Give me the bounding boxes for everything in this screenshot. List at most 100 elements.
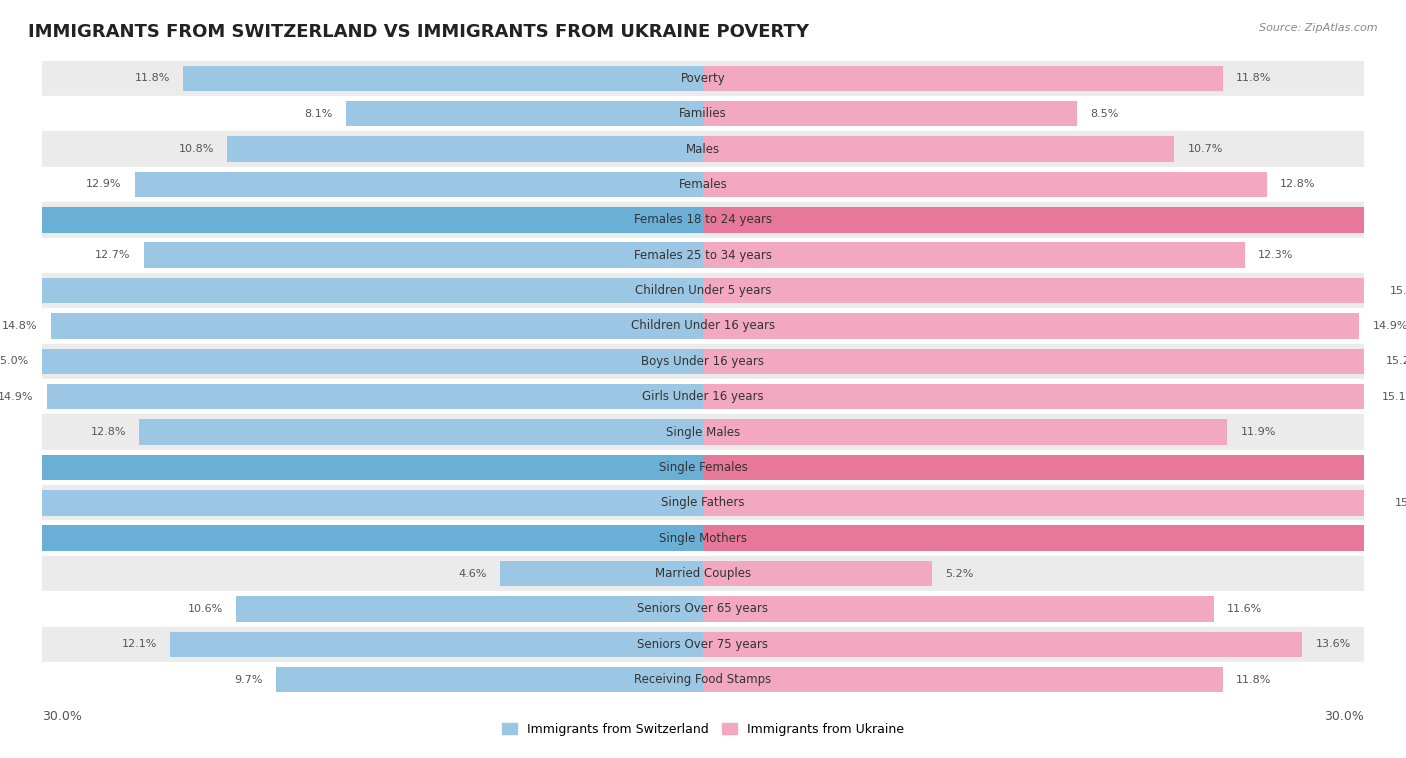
- Bar: [703, 490, 1382, 515]
- Bar: [42, 131, 1364, 167]
- Text: Single Females: Single Females: [658, 461, 748, 474]
- Text: IMMIGRANTS FROM SWITZERLAND VS IMMIGRANTS FROM UKRAINE POVERTY: IMMIGRANTS FROM SWITZERLAND VS IMMIGRANT…: [28, 23, 808, 41]
- Bar: [42, 96, 1364, 131]
- Text: Single Fathers: Single Fathers: [661, 496, 745, 509]
- Text: 11.6%: 11.6%: [1227, 604, 1263, 614]
- Text: 10.6%: 10.6%: [187, 604, 222, 614]
- Bar: [139, 419, 703, 445]
- Bar: [170, 631, 703, 657]
- Text: 15.2%: 15.2%: [1386, 356, 1406, 366]
- Text: Receiving Food Stamps: Receiving Food Stamps: [634, 673, 772, 686]
- Text: Married Couples: Married Couples: [655, 567, 751, 580]
- Bar: [346, 101, 703, 127]
- Bar: [703, 207, 1406, 233]
- Text: 14.9%: 14.9%: [1372, 321, 1406, 331]
- Bar: [42, 415, 1364, 449]
- Bar: [143, 243, 703, 268]
- Bar: [42, 379, 1364, 415]
- Text: 13.6%: 13.6%: [1316, 639, 1351, 650]
- Text: Males: Males: [686, 143, 720, 155]
- Text: 11.8%: 11.8%: [135, 74, 170, 83]
- Text: 15.1%: 15.1%: [1382, 392, 1406, 402]
- Text: Females 18 to 24 years: Females 18 to 24 years: [634, 213, 772, 227]
- Text: 30.0%: 30.0%: [42, 710, 82, 723]
- Text: 14.9%: 14.9%: [0, 392, 34, 402]
- Text: Seniors Over 75 years: Seniors Over 75 years: [637, 637, 769, 651]
- Text: 5.2%: 5.2%: [945, 568, 974, 578]
- Text: Seniors Over 65 years: Seniors Over 65 years: [637, 603, 769, 615]
- Bar: [703, 349, 1372, 374]
- Bar: [42, 202, 1364, 237]
- Bar: [703, 101, 1077, 127]
- Bar: [135, 172, 703, 197]
- Text: 10.7%: 10.7%: [1188, 144, 1223, 154]
- Text: 12.1%: 12.1%: [121, 639, 156, 650]
- Bar: [703, 172, 1267, 197]
- Bar: [42, 627, 1364, 662]
- Bar: [42, 61, 1364, 96]
- Text: Boys Under 16 years: Boys Under 16 years: [641, 355, 765, 368]
- Text: Females: Females: [679, 178, 727, 191]
- Text: 10.8%: 10.8%: [179, 144, 214, 154]
- Bar: [703, 455, 1406, 480]
- Text: 11.9%: 11.9%: [1240, 427, 1275, 437]
- Bar: [703, 136, 1174, 161]
- Bar: [703, 667, 1223, 692]
- Bar: [236, 597, 703, 622]
- Bar: [42, 167, 1364, 202]
- Text: 12.8%: 12.8%: [90, 427, 127, 437]
- Text: 8.1%: 8.1%: [305, 108, 333, 119]
- Bar: [42, 449, 1364, 485]
- Text: Families: Families: [679, 107, 727, 121]
- Bar: [703, 243, 1244, 268]
- Bar: [703, 525, 1406, 551]
- Text: 9.7%: 9.7%: [233, 675, 263, 684]
- Text: Poverty: Poverty: [681, 72, 725, 85]
- Text: Source: ZipAtlas.com: Source: ZipAtlas.com: [1260, 23, 1378, 33]
- Bar: [501, 561, 703, 586]
- Legend: Immigrants from Switzerland, Immigrants from Ukraine: Immigrants from Switzerland, Immigrants …: [502, 722, 904, 736]
- Bar: [42, 343, 1364, 379]
- Bar: [0, 207, 703, 233]
- Text: Children Under 16 years: Children Under 16 years: [631, 319, 775, 333]
- Text: 15.4%: 15.4%: [1395, 498, 1406, 508]
- Bar: [42, 521, 1364, 556]
- Bar: [703, 66, 1223, 91]
- Bar: [42, 662, 1364, 697]
- Bar: [703, 313, 1360, 339]
- Bar: [42, 591, 1364, 627]
- Text: 12.8%: 12.8%: [1279, 180, 1316, 190]
- Text: 14.8%: 14.8%: [3, 321, 38, 331]
- Bar: [42, 349, 703, 374]
- Text: 30.0%: 30.0%: [1324, 710, 1364, 723]
- Text: Children Under 5 years: Children Under 5 years: [634, 284, 772, 297]
- Text: Single Mothers: Single Mothers: [659, 531, 747, 545]
- Text: 12.3%: 12.3%: [1258, 250, 1294, 260]
- Text: Females 25 to 34 years: Females 25 to 34 years: [634, 249, 772, 262]
- Bar: [51, 313, 703, 339]
- Bar: [703, 419, 1227, 445]
- Text: 11.8%: 11.8%: [1236, 74, 1271, 83]
- Bar: [42, 273, 1364, 309]
- Bar: [0, 455, 703, 480]
- Bar: [7, 278, 703, 303]
- Bar: [228, 136, 703, 161]
- Bar: [42, 237, 1364, 273]
- Text: 15.0%: 15.0%: [0, 356, 30, 366]
- Text: Single Males: Single Males: [666, 425, 740, 439]
- Bar: [276, 667, 703, 692]
- Bar: [703, 597, 1213, 622]
- Bar: [0, 525, 703, 551]
- Text: Girls Under 16 years: Girls Under 16 years: [643, 390, 763, 403]
- Bar: [703, 561, 932, 586]
- Text: 4.6%: 4.6%: [458, 568, 486, 578]
- Text: 11.8%: 11.8%: [1236, 675, 1271, 684]
- Bar: [0, 490, 703, 515]
- Text: 15.3%: 15.3%: [1391, 286, 1406, 296]
- Bar: [42, 485, 1364, 521]
- Bar: [703, 278, 1376, 303]
- Bar: [42, 556, 1364, 591]
- Bar: [42, 309, 1364, 343]
- Bar: [183, 66, 703, 91]
- Bar: [703, 384, 1368, 409]
